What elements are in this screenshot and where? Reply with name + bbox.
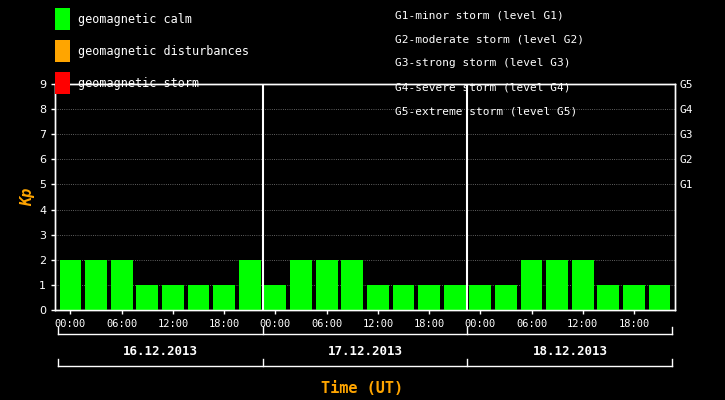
Text: geomagnetic calm: geomagnetic calm: [78, 12, 192, 26]
Bar: [418, 285, 440, 310]
Bar: [315, 260, 338, 310]
Bar: [239, 260, 261, 310]
Bar: [521, 260, 542, 310]
Bar: [623, 285, 645, 310]
Bar: [392, 285, 415, 310]
Text: G5-extreme storm (level G5): G5-extreme storm (level G5): [395, 106, 577, 116]
Bar: [111, 260, 133, 310]
Text: geomagnetic disturbances: geomagnetic disturbances: [78, 44, 249, 58]
Bar: [649, 285, 671, 310]
Text: 17.12.2013: 17.12.2013: [328, 345, 402, 358]
Text: Time (UT): Time (UT): [321, 381, 404, 396]
Bar: [597, 285, 619, 310]
Text: geomagnetic storm: geomagnetic storm: [78, 76, 199, 90]
Y-axis label: Kp: Kp: [20, 188, 35, 206]
Bar: [265, 285, 286, 310]
Bar: [469, 285, 492, 310]
Text: G4-severe storm (level G4): G4-severe storm (level G4): [395, 82, 571, 92]
Bar: [495, 285, 517, 310]
Bar: [341, 260, 363, 310]
Bar: [546, 260, 568, 310]
Text: G2-moderate storm (level G2): G2-moderate storm (level G2): [395, 34, 584, 44]
Bar: [59, 260, 81, 310]
Bar: [572, 260, 594, 310]
Text: G3-strong storm (level G3): G3-strong storm (level G3): [395, 58, 571, 68]
Bar: [444, 285, 465, 310]
Bar: [213, 285, 235, 310]
Bar: [188, 285, 210, 310]
Bar: [290, 260, 312, 310]
Text: 18.12.2013: 18.12.2013: [532, 345, 608, 358]
Bar: [86, 260, 107, 310]
Bar: [136, 285, 158, 310]
Bar: [367, 285, 389, 310]
Bar: [162, 285, 184, 310]
Text: G1-minor storm (level G1): G1-minor storm (level G1): [395, 10, 564, 20]
Text: 16.12.2013: 16.12.2013: [123, 345, 198, 358]
